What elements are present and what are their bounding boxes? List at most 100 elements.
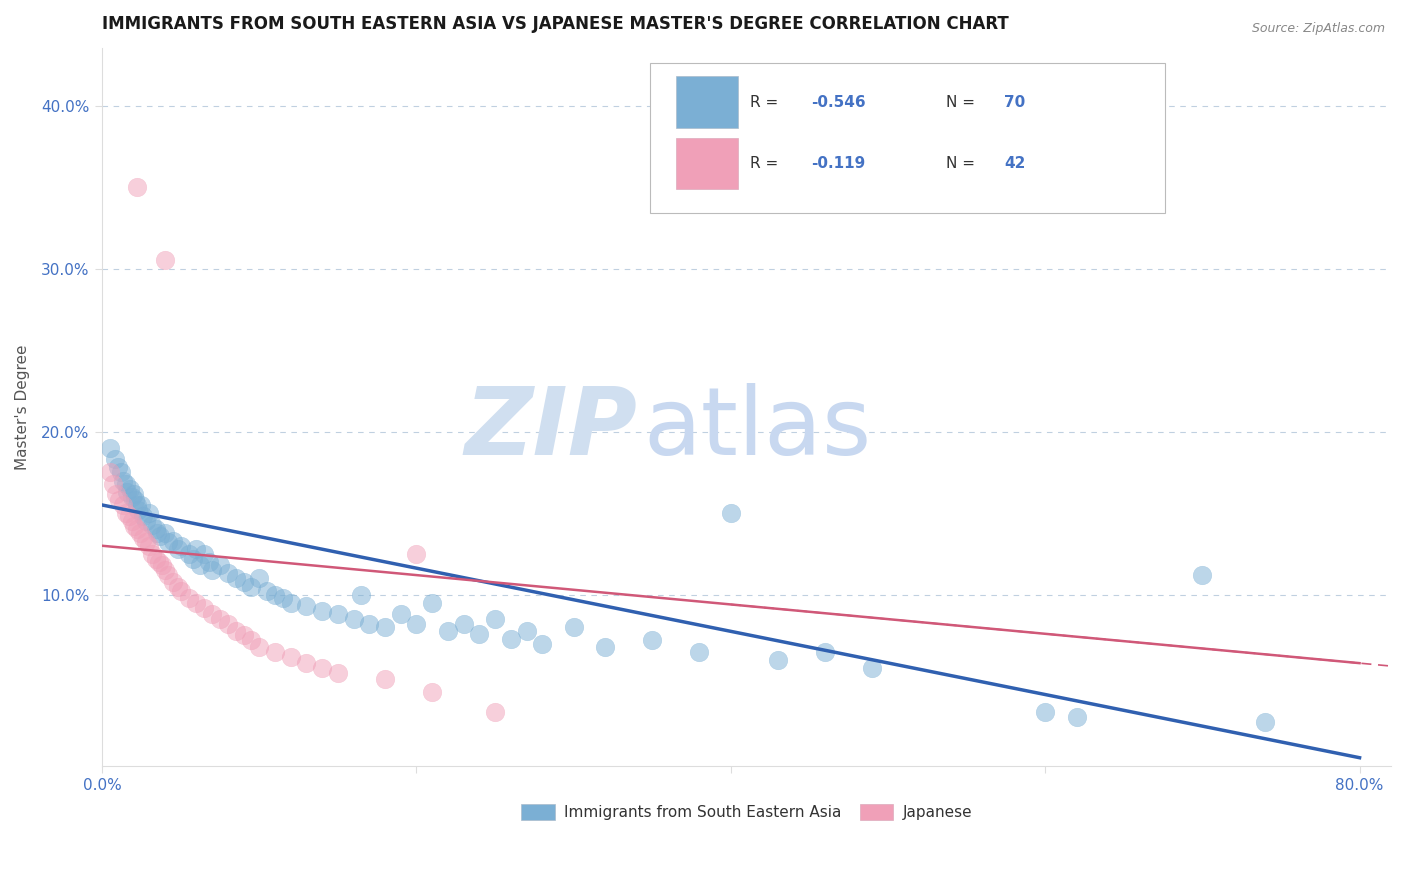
- Point: [225, 571, 247, 585]
- Text: N =: N =: [946, 156, 980, 171]
- Point: [860, 661, 883, 675]
- Text: N =: N =: [946, 95, 980, 110]
- Point: [311, 661, 333, 675]
- FancyBboxPatch shape: [676, 137, 738, 189]
- Point: [420, 596, 443, 610]
- Text: Source: ZipAtlas.com: Source: ZipAtlas.com: [1251, 22, 1385, 36]
- Point: [405, 547, 427, 561]
- Point: [240, 580, 263, 594]
- Point: [1033, 705, 1056, 719]
- Point: [420, 685, 443, 699]
- Point: [153, 253, 176, 268]
- Point: [720, 506, 742, 520]
- Point: [1066, 710, 1088, 724]
- Point: [145, 523, 167, 537]
- Point: [437, 624, 460, 638]
- Point: [217, 566, 239, 581]
- Point: [128, 525, 150, 540]
- Point: [641, 633, 664, 648]
- Point: [374, 620, 396, 634]
- Text: ZIP: ZIP: [464, 383, 637, 475]
- Point: [311, 604, 333, 618]
- Point: [162, 574, 184, 589]
- Point: [132, 509, 155, 524]
- Point: [122, 519, 145, 533]
- Point: [531, 637, 554, 651]
- Point: [374, 673, 396, 687]
- Point: [127, 503, 149, 517]
- Point: [135, 535, 157, 549]
- Point: [157, 568, 180, 582]
- Point: [153, 525, 176, 540]
- Point: [125, 180, 148, 194]
- Point: [135, 514, 157, 528]
- Point: [104, 452, 127, 467]
- Point: [484, 612, 506, 626]
- Point: [256, 584, 278, 599]
- Point: [232, 574, 254, 589]
- Point: [177, 591, 200, 605]
- Point: [107, 460, 129, 475]
- Point: [117, 485, 139, 500]
- Point: [138, 506, 160, 520]
- Text: 70: 70: [1004, 95, 1025, 110]
- Point: [162, 533, 184, 548]
- Point: [271, 591, 294, 605]
- Point: [201, 563, 224, 577]
- Point: [105, 486, 128, 500]
- Point: [193, 547, 215, 561]
- FancyBboxPatch shape: [676, 77, 738, 128]
- Point: [326, 607, 349, 622]
- Point: [264, 588, 287, 602]
- Point: [108, 493, 131, 508]
- Point: [562, 620, 585, 634]
- Point: [124, 493, 146, 508]
- Point: [150, 558, 173, 573]
- Point: [688, 645, 710, 659]
- Point: [814, 645, 837, 659]
- Point: [208, 558, 231, 573]
- Point: [166, 580, 188, 594]
- Point: [208, 612, 231, 626]
- Point: [111, 498, 134, 512]
- Point: [125, 498, 148, 512]
- Point: [280, 649, 302, 664]
- Point: [240, 633, 263, 648]
- Point: [166, 541, 188, 556]
- Point: [157, 535, 180, 549]
- Point: [326, 665, 349, 680]
- Point: [170, 539, 193, 553]
- Point: [170, 584, 193, 599]
- Point: [186, 596, 208, 610]
- Text: IMMIGRANTS FROM SOUTH EASTERN ASIA VS JAPANESE MASTER'S DEGREE CORRELATION CHART: IMMIGRANTS FROM SOUTH EASTERN ASIA VS JA…: [103, 15, 1010, 33]
- Legend: Immigrants from South Eastern Asia, Japanese: Immigrants from South Eastern Asia, Japa…: [515, 797, 979, 826]
- Point: [121, 514, 143, 528]
- Point: [359, 617, 381, 632]
- Point: [149, 529, 172, 543]
- Point: [145, 551, 167, 566]
- Point: [280, 596, 302, 610]
- Text: atlas: atlas: [644, 383, 872, 475]
- Point: [350, 588, 373, 602]
- Point: [295, 656, 318, 670]
- Point: [111, 474, 134, 488]
- Point: [201, 607, 224, 622]
- Point: [247, 640, 270, 654]
- Point: [186, 541, 208, 556]
- FancyBboxPatch shape: [650, 62, 1166, 213]
- Point: [121, 490, 143, 504]
- Point: [405, 617, 427, 632]
- Text: R =: R =: [751, 95, 783, 110]
- Point: [593, 640, 616, 654]
- Text: -0.546: -0.546: [811, 95, 866, 110]
- Point: [101, 476, 124, 491]
- Point: [295, 599, 318, 613]
- Text: R =: R =: [751, 156, 783, 171]
- Point: [766, 653, 789, 667]
- Point: [141, 517, 163, 532]
- Point: [468, 627, 491, 641]
- Text: 42: 42: [1004, 156, 1026, 171]
- Point: [177, 547, 200, 561]
- Point: [193, 600, 215, 615]
- Point: [232, 628, 254, 642]
